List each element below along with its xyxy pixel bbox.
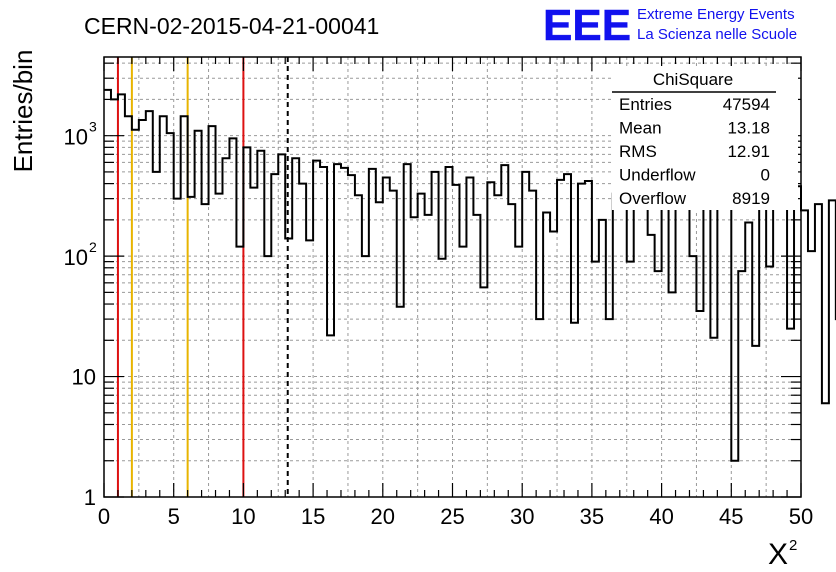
stats-row-label: RMS <box>619 142 657 161</box>
stats-box: ChiSquare Entries 47594 Mean 13.18 RMS 12.91 U… <box>612 66 798 210</box>
stats-row-value: 13.18 <box>727 119 770 138</box>
x-axis: 0 5 10 15 20 25 30 35 40 45 50 <box>98 57 813 529</box>
stats-row-value: 0 <box>761 166 770 185</box>
y-tick-label: 10 <box>64 125 88 150</box>
y-tick-label: 10 <box>64 245 88 270</box>
stats-row-label: Overflow <box>619 189 687 208</box>
x-axis-title-text: X <box>768 538 788 571</box>
stats-row-value: 12.91 <box>727 142 770 161</box>
y-tick-label: 1 <box>84 485 96 510</box>
x-tick-label: 5 <box>168 504 180 529</box>
chart-title: CERN-02-2015-04-21-00041 <box>84 13 379 39</box>
stats-row-value: 8919 <box>732 189 770 208</box>
stats-row-label: Underflow <box>619 166 696 185</box>
y-tick-label-exponent: 2 <box>89 239 97 255</box>
stats-box-title: ChiSquare <box>653 70 733 89</box>
grid <box>104 57 801 497</box>
histogram-series <box>104 88 836 462</box>
brand-line-1: Extreme Energy Events <box>637 6 795 23</box>
brand-line-2: La Scienza nelle Scuole <box>637 26 797 43</box>
x-tick-label: 35 <box>580 504 604 529</box>
x-axis-title: X 2 <box>768 537 797 571</box>
stats-row-value: 47594 <box>723 95 770 114</box>
x-tick-label: 40 <box>649 504 673 529</box>
y-axis-title: Entries/bin <box>8 50 38 173</box>
y-tick-label: 10 <box>72 365 96 390</box>
x-tick-label: 20 <box>371 504 395 529</box>
eee-logo: EEE Extreme Energy Events La Scienza nel… <box>543 1 797 51</box>
stats-row-label: Entries <box>619 95 672 114</box>
x-tick-label: 10 <box>231 504 255 529</box>
x-tick-label: 0 <box>98 504 110 529</box>
y-tick-label-exponent: 3 <box>89 119 97 135</box>
x-tick-label: 25 <box>440 504 464 529</box>
stats-rows: Entries 47594 Mean 13.18 RMS 12.91 Underflow 0 O… <box>619 95 770 208</box>
eee-logo-text: EEE <box>543 1 631 50</box>
stats-box-background <box>612 66 798 210</box>
x-tick-label: 45 <box>719 504 743 529</box>
reference-lines <box>116 57 289 497</box>
x-tick-label: 50 <box>789 504 813 529</box>
x-tick-label: 15 <box>301 504 325 529</box>
x-axis-title-superscript: 2 <box>789 537 797 554</box>
x-tick-label: 30 <box>510 504 534 529</box>
stats-row-label: Mean <box>619 119 662 138</box>
